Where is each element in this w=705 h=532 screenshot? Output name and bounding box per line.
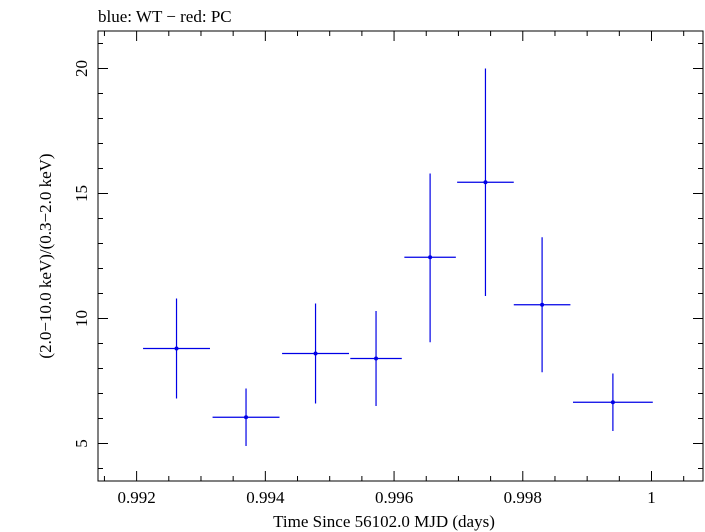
y-tick-label: 5 <box>72 439 91 448</box>
data-point <box>174 346 179 351</box>
x-tick-label: 0.994 <box>246 488 285 507</box>
x-tick-label: 0.996 <box>375 488 413 507</box>
plot-frame <box>97 30 704 482</box>
data-point <box>244 415 249 420</box>
data-point <box>540 302 545 307</box>
chart-title: blue: WT − red: PC <box>98 7 232 26</box>
data-point <box>610 400 615 405</box>
x-axis-label: Time Since 56102.0 MJD (days) <box>273 512 495 531</box>
data-point <box>483 180 488 185</box>
y-axis-label: (2.0−10.0 keV)/(0.3−2.0 keV) <box>36 153 55 358</box>
y-tick-label: 20 <box>72 60 91 77</box>
data-point <box>313 351 318 356</box>
x-tick-label: 0.998 <box>504 488 542 507</box>
y-tick-label: 10 <box>72 310 91 327</box>
data-series-wt <box>143 68 653 446</box>
y-tick-label: 15 <box>72 185 91 202</box>
axis-ticks <box>98 31 703 481</box>
x-tick-label: 0.992 <box>117 488 155 507</box>
data-point <box>428 255 433 260</box>
data-point <box>374 356 379 361</box>
x-tick-label: 1 <box>647 488 656 507</box>
